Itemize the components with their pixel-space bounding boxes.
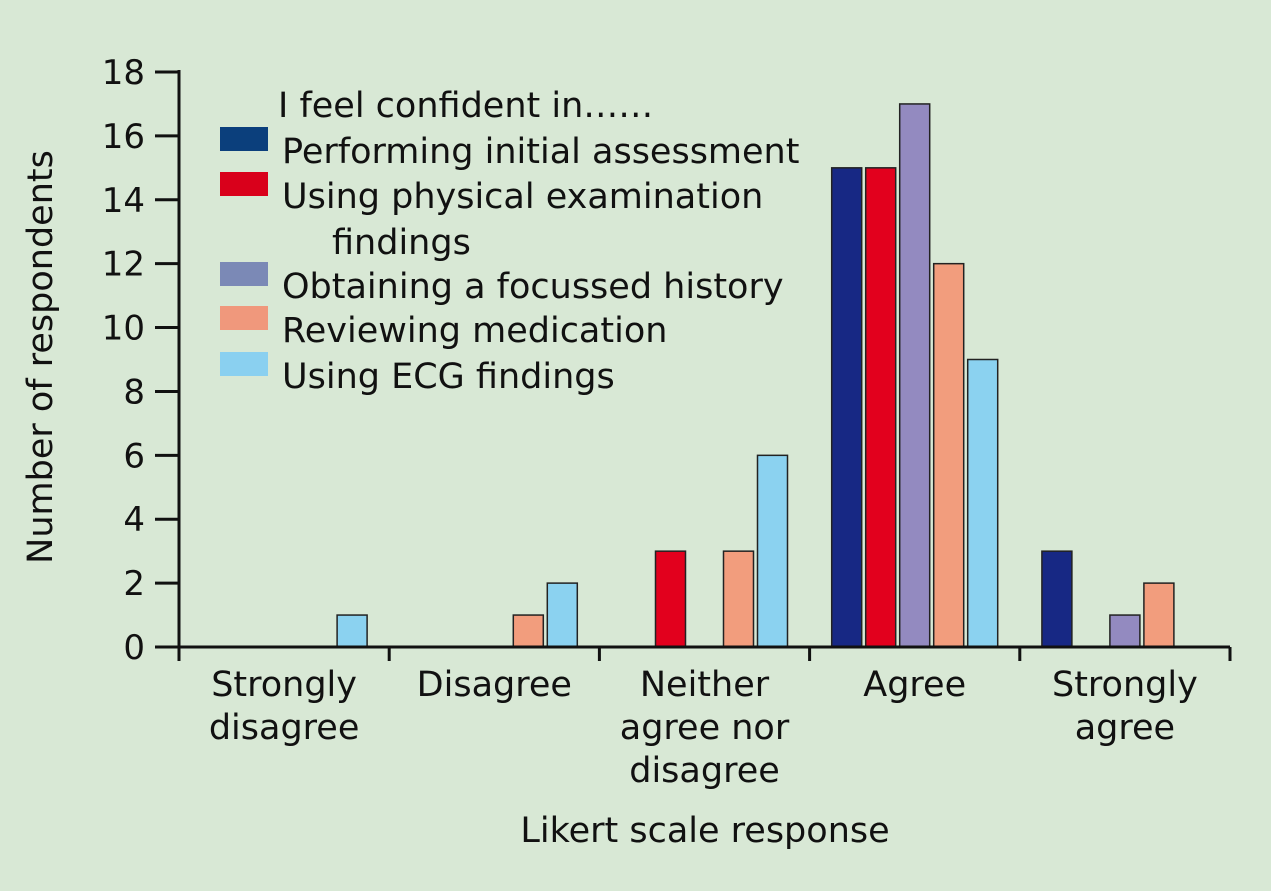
- y-axis-title: Number of respondents: [21, 150, 61, 564]
- legend-swatch: [220, 127, 268, 151]
- y-tick-label: 18: [102, 53, 145, 93]
- x-tick-label: Agree: [863, 665, 966, 705]
- legend-label: Obtaining a focussed history: [282, 267, 784, 307]
- bar-neither-agree-nor-disagree-series-4: [756, 454, 789, 648]
- y-tick-label: 10: [102, 309, 145, 349]
- bar-agree-series-2: [898, 103, 931, 648]
- bar-neither-agree-nor-disagree-series-3: [722, 550, 755, 648]
- bar-neither-agree-nor-disagree-series-1: [654, 550, 687, 648]
- y-tick-label: 6: [123, 436, 145, 476]
- x-tick-label: Neither agree nor disagree: [620, 665, 790, 791]
- x-axis-title: Likert scale response: [520, 811, 889, 851]
- y-tick-label: 2: [123, 564, 145, 604]
- legend-title: I feel confident in……: [278, 86, 653, 126]
- bar-strongly-agree-series-0: [1041, 550, 1073, 648]
- bar-disagree-series-3: [512, 614, 545, 648]
- bar-strongly-agree-series-3: [1143, 582, 1175, 648]
- legend-label: Using ECG findings: [282, 357, 615, 397]
- y-tick-label: 12: [102, 245, 145, 285]
- legend-swatch: [220, 306, 268, 330]
- y-tick-label: 8: [123, 372, 145, 412]
- legend-label: Reviewing medication: [282, 311, 667, 351]
- axes-layer: 0 2 4 6 8 10 12 14 16 18 Strongly disagree Disagree N…: [102, 53, 1232, 791]
- y-tick-label: 4: [123, 500, 145, 540]
- legend-swatch: [220, 262, 268, 286]
- legend-label: Performing initial assessment: [282, 132, 799, 172]
- x-tick-label: Strongly agree: [1052, 665, 1198, 748]
- legend-swatch: [220, 172, 268, 196]
- bar-agree-series-1: [864, 167, 897, 648]
- bar-strongly-agree-series-2: [1109, 614, 1141, 648]
- bar-disagree-series-4: [546, 582, 579, 648]
- y-tick-label: 0: [123, 628, 145, 668]
- bar-strongly-disagree-series-4: [336, 614, 368, 648]
- x-tick-label: Disagree: [417, 665, 572, 705]
- legend-swatch: [220, 352, 268, 376]
- bar-agree-series-0: [830, 167, 863, 648]
- y-tick-label: 14: [102, 181, 145, 221]
- x-tick-label: Strongly disagree: [209, 665, 360, 748]
- bar-agree-series-3: [932, 262, 965, 648]
- bar-agree-series-4: [966, 358, 999, 648]
- legend-label: findings: [332, 223, 471, 263]
- legend-label: Using physical examination: [282, 177, 763, 217]
- legend: I feel confident in…… Performing initial …: [220, 86, 799, 397]
- y-tick-label: 16: [102, 117, 145, 157]
